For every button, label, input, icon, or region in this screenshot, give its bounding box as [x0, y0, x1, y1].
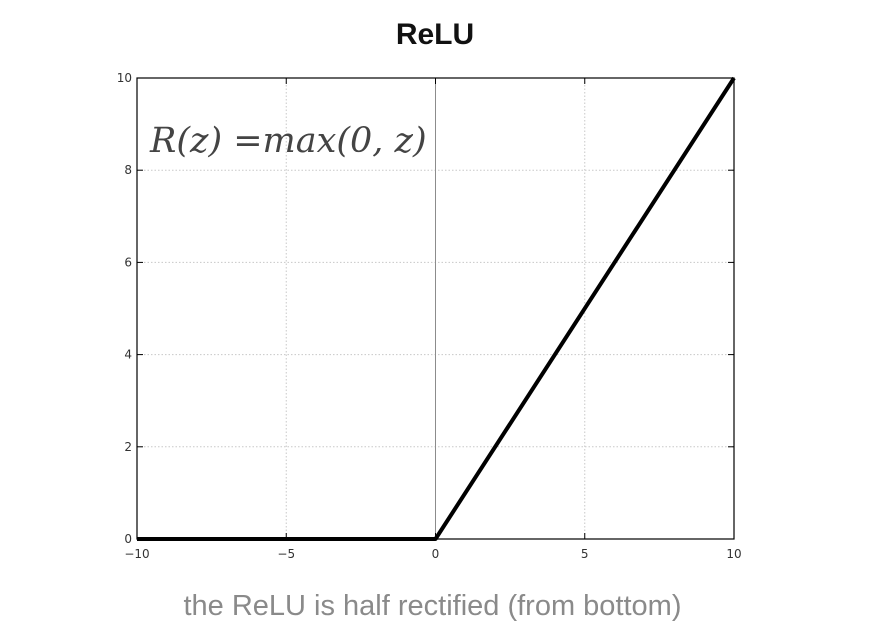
y-tick-label: 2	[124, 440, 132, 454]
x-tick-label: 0	[432, 547, 440, 561]
label-layer: −10 −5 0 5 10 0 2 4 6 8 10	[117, 71, 742, 561]
x-tick-label: 5	[581, 547, 589, 561]
y-tick-label: 0	[124, 532, 132, 546]
grid-layer	[137, 78, 734, 539]
y-tick-label: 10	[117, 71, 132, 85]
x-tick-label: 10	[726, 547, 741, 561]
x-tick-label: −10	[124, 547, 149, 561]
series-layer	[136, 76, 736, 541]
chart-title: ReLU	[395, 18, 475, 51]
formula-annotation: R(z) =max(0, z)	[149, 121, 427, 161]
y-tick-label: 8	[124, 163, 132, 177]
chart-caption: the ReLU is half rectified (from bottom)	[183, 590, 682, 622]
x-tick-label: −5	[277, 547, 295, 561]
y-tick-label: 4	[124, 348, 132, 362]
y-tick-label: 6	[124, 255, 132, 269]
